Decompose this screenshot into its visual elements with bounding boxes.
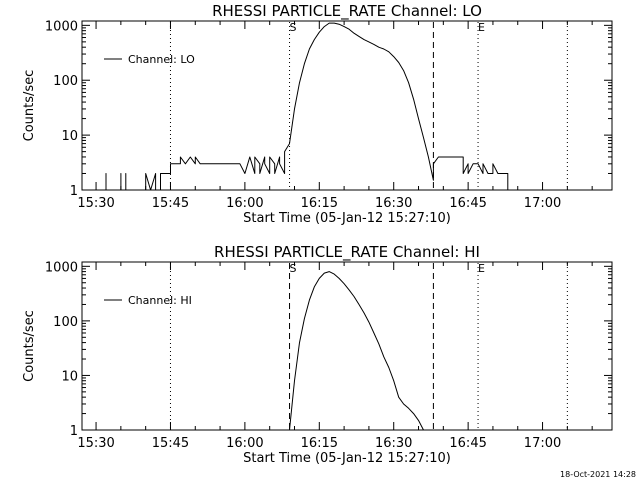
chart-title: RHESSI PARTICLE_RATE Channel: LO <box>212 2 482 21</box>
marker-e: E <box>478 21 485 34</box>
y-tick-label: 10 <box>61 129 78 144</box>
chart-title: RHESSI PARTICLE_RATE Channel: HI <box>214 243 480 262</box>
x-tick-label: 16:45 <box>449 436 486 451</box>
lo-channel-panel: RHESSI PARTICLE_RATE Channel: LO 15:30 15:… <box>22 2 613 226</box>
x-tick-label: 15:45 <box>152 196 189 211</box>
x-tick-label: 17:00 <box>524 436 561 451</box>
x-tick-label: 16:00 <box>226 196 263 211</box>
x-tick-label: 16:30 <box>375 196 412 211</box>
y-axis-label: Counts/sec <box>22 310 37 382</box>
hi-channel-panel: RHESSI PARTICLE_RATE Channel: HI 15:30 15:… <box>22 243 613 466</box>
y-tick-label: 10 <box>61 369 78 384</box>
x-tick-label: 16:15 <box>301 436 338 451</box>
print-timestamp: 18-Oct-2021 14:28 <box>560 470 636 479</box>
marker-s: S <box>290 262 297 275</box>
y-tick-label: 1 <box>70 184 78 199</box>
plot-frame <box>81 261 613 431</box>
y-axis-label: Counts/sec <box>22 70 37 142</box>
y-tick-label: 1000 <box>45 260 78 275</box>
x-tick-label: 15:30 <box>77 196 114 211</box>
marker-e: E <box>478 262 485 275</box>
x-tick-label: 16:45 <box>449 196 486 211</box>
y-tick-label: 100 <box>53 315 78 330</box>
legend-label: Channel: LO <box>128 53 195 66</box>
x-tick-label: 15:30 <box>77 436 114 451</box>
x-tick-label: 15:45 <box>152 436 189 451</box>
x-tick-label: 16:30 <box>375 436 412 451</box>
y-tick-label: 1 <box>70 424 78 439</box>
marker-s: S <box>290 21 297 34</box>
series-line <box>289 271 424 431</box>
series-line <box>105 22 509 191</box>
x-axis-label: Start Time (05-Jan-12 15:27:10) <box>243 211 451 226</box>
x-tick-label: 16:00 <box>226 436 263 451</box>
x-tick-label: 17:00 <box>524 196 561 211</box>
plot-frame <box>81 20 613 191</box>
y-tick-label: 100 <box>53 74 78 89</box>
x-axis-label: Start Time (05-Jan-12 15:27:10) <box>243 451 451 466</box>
y-tick-label: 1000 <box>45 19 78 34</box>
x-tick-label: 16:15 <box>301 196 338 211</box>
legend-label: Channel: HI <box>128 294 192 307</box>
